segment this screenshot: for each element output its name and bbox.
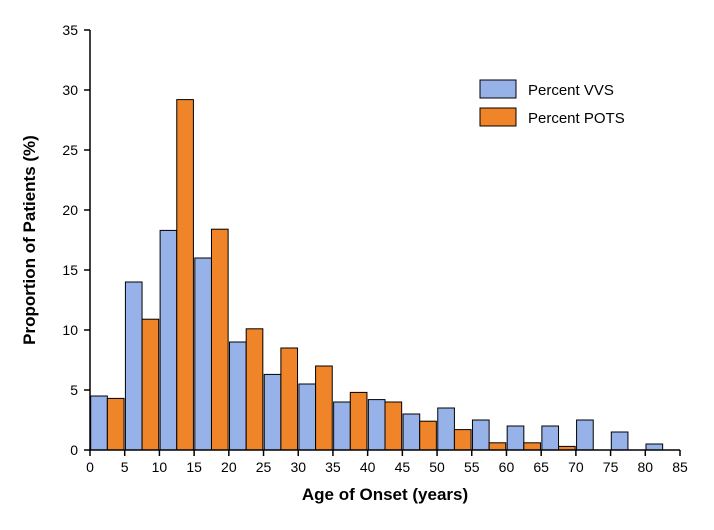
- bar-percent-pots-45: [420, 421, 437, 450]
- y-tick-label: 30: [62, 82, 78, 98]
- bar-percent-vvs-45: [403, 414, 420, 450]
- x-tick-label: 60: [499, 459, 515, 475]
- bar-percent-pots-30: [316, 366, 333, 450]
- legend-swatch: [480, 80, 516, 98]
- x-tick-label: 10: [152, 459, 168, 475]
- legend-swatch: [480, 108, 516, 126]
- x-tick-label: 5: [121, 459, 129, 475]
- bar-percent-pots-5: [142, 319, 159, 450]
- bar-percent-pots-50: [454, 430, 471, 450]
- y-tick-label: 15: [62, 262, 78, 278]
- x-tick-label: 20: [221, 459, 237, 475]
- x-tick-label: 25: [256, 459, 272, 475]
- bar-percent-vvs-60: [507, 426, 524, 450]
- bar-percent-vvs-75: [611, 432, 628, 450]
- y-tick-label: 35: [62, 22, 78, 38]
- bar-percent-vvs-50: [438, 408, 455, 450]
- bar-percent-pots-60: [524, 443, 541, 450]
- y-tick-label: 20: [62, 202, 78, 218]
- bar-percent-vvs-5: [125, 282, 142, 450]
- bar-percent-pots-25: [281, 348, 298, 450]
- x-tick-label: 50: [429, 459, 445, 475]
- x-tick-label: 30: [290, 459, 306, 475]
- y-tick-label: 10: [62, 322, 78, 338]
- x-tick-label: 40: [360, 459, 376, 475]
- bar-percent-vvs-0: [91, 396, 108, 450]
- bar-percent-pots-10: [177, 100, 194, 450]
- bar-percent-vvs-65: [542, 426, 559, 450]
- x-tick-label: 55: [464, 459, 480, 475]
- x-axis-title: Age of Onset (years): [302, 485, 468, 504]
- bar-percent-vvs-55: [472, 420, 489, 450]
- legend-label: Percent POTS: [528, 110, 625, 127]
- bar-percent-vvs-35: [334, 402, 351, 450]
- x-tick-label: 15: [186, 459, 202, 475]
- bar-percent-vvs-40: [368, 400, 385, 450]
- y-tick-label: 0: [70, 442, 78, 458]
- legend-label: Percent VVS: [528, 82, 614, 99]
- x-tick-label: 45: [395, 459, 411, 475]
- x-tick-label: 85: [672, 459, 688, 475]
- x-tick-label: 70: [568, 459, 584, 475]
- bar-percent-vvs-80: [646, 444, 663, 450]
- bar-percent-pots-20: [246, 329, 263, 450]
- bar-percent-pots-15: [211, 229, 228, 450]
- bar-percent-vvs-10: [160, 230, 177, 450]
- y-tick-label: 5: [70, 382, 78, 398]
- x-tick-label: 65: [533, 459, 549, 475]
- bar-percent-pots-35: [350, 392, 367, 450]
- x-tick-label: 80: [638, 459, 654, 475]
- bar-percent-vvs-20: [230, 342, 247, 450]
- x-tick-label: 35: [325, 459, 341, 475]
- bar-percent-vvs-70: [577, 420, 594, 450]
- x-tick-label: 0: [86, 459, 94, 475]
- bar-percent-vvs-30: [299, 384, 316, 450]
- bar-percent-pots-40: [385, 402, 402, 450]
- x-tick-label: 75: [603, 459, 619, 475]
- bar-percent-vvs-25: [264, 374, 281, 450]
- bar-percent-pots-55: [489, 443, 506, 450]
- bar-percent-pots-0: [107, 398, 124, 450]
- bar-percent-vvs-15: [195, 258, 212, 450]
- bar-chart: 0 5 10 15 20 25 30 35 0 5 10 15 20 25 30 35 40 45 50 55 60 65…: [0, 0, 714, 530]
- y-axis-title: Proportion of Patients (%): [20, 135, 39, 345]
- y-tick-label: 25: [62, 142, 78, 158]
- chart-container: 0 5 10 15 20 25 30 35 0 5 10 15 20 25 30 35 40 45 50 55 60 65…: [0, 0, 714, 530]
